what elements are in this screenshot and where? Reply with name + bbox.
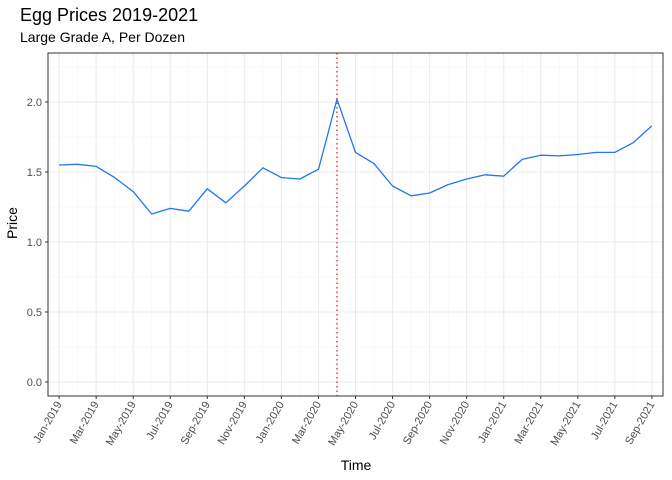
price-series-line [59, 98, 653, 215]
x-tick-label: Jan-2021 [476, 399, 509, 445]
x-tick-label: Jul-2020 [367, 400, 398, 443]
x-tick-label: Sep-2019 [179, 400, 213, 447]
x-tick-label: Mar-2021 [512, 400, 546, 447]
y-tick-label: 1.0 [27, 237, 42, 249]
chart-title: Egg Prices 2019-2021 [20, 5, 199, 25]
y-axis-title: Price [4, 207, 20, 239]
y-tick-label: 0.5 [27, 307, 42, 319]
x-tick-label: Mar-2020 [290, 400, 324, 447]
y-tick-label: 0.0 [27, 377, 42, 389]
x-tick-label: Sep-2020 [401, 400, 435, 447]
x-tick-label: May-2021 [549, 400, 584, 448]
x-tick-label: May-2019 [104, 400, 139, 448]
y-tick-label: 1.5 [27, 167, 42, 179]
x-tick-label: Nov-2019 [216, 400, 250, 447]
x-tick-label: Jan-2019 [31, 400, 64, 446]
x-axis-title: Time [341, 457, 372, 473]
x-tick-label: May-2020 [326, 400, 361, 448]
grid-layer [48, 53, 663, 396]
x-tick-label: Jul-2019 [144, 400, 175, 443]
data-layer [59, 53, 653, 396]
x-tick-label: Nov-2020 [438, 400, 472, 447]
x-tick-label: Mar-2019 [68, 400, 102, 447]
x-tick-label: Jul-2021 [589, 400, 620, 443]
y-tick-label: 2.0 [27, 97, 42, 109]
chart-subtitle: Large Grade A, Per Dozen [20, 29, 185, 45]
x-tick-label: Jan-2020 [254, 400, 287, 446]
x-tick-label: Sep-2021 [623, 400, 657, 447]
